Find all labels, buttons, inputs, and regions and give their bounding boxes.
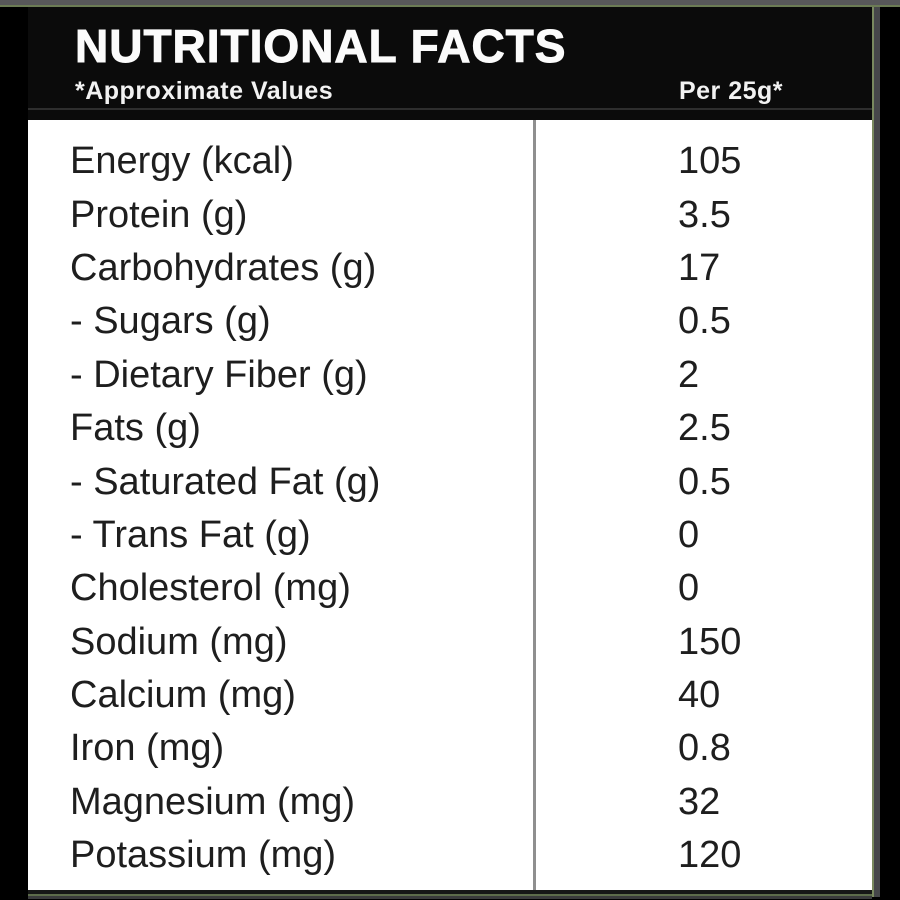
table-row: - Saturated Fat (g) 0.5 — [28, 455, 872, 508]
row-label: Energy (kcal) — [70, 140, 294, 183]
table-row: Protein (g) 3.5 — [28, 188, 872, 241]
label-subheader: *Approximate Values Per 25g* — [75, 76, 783, 106]
row-label: - Saturated Fat (g) — [70, 460, 381, 503]
row-label: Potassium (mg) — [70, 834, 337, 877]
top-edge-strip — [0, 0, 900, 7]
row-label: Sodium (mg) — [70, 620, 288, 663]
label-title: NUTRITIONAL FACTS — [75, 20, 567, 73]
header-divider-line — [28, 108, 872, 110]
row-value: 0 — [678, 513, 700, 556]
row-value: 0 — [678, 567, 700, 610]
table-row: - Trans Fat (g) 0 — [28, 509, 872, 562]
row-label: Calcium (mg) — [70, 674, 296, 717]
row-label: Protein (g) — [70, 193, 248, 236]
row-value: 0.5 — [678, 460, 731, 503]
row-label: - Trans Fat (g) — [70, 513, 311, 556]
row-value: 3.5 — [678, 193, 731, 236]
row-value: 105 — [678, 140, 742, 183]
table-row: Carbohydrates (g) 17 — [28, 242, 872, 295]
row-label: Iron (mg) — [70, 727, 225, 770]
row-value: 150 — [678, 620, 742, 663]
bottom-rule — [28, 890, 872, 900]
table-row: Iron (mg) 0.8 — [28, 722, 872, 775]
row-label: Cholesterol (mg) — [70, 567, 351, 610]
table-row: - Sugars (g) 0.5 — [28, 295, 872, 348]
label-sheet: NUTRITIONAL FACTS *Approximate Values Pe… — [28, 7, 874, 900]
table-row: Potassium (mg) 120 — [28, 829, 872, 882]
label-header: NUTRITIONAL FACTS *Approximate Values Pe… — [28, 7, 872, 120]
column-divider — [533, 120, 536, 890]
row-label: Carbohydrates (g) — [70, 246, 377, 289]
row-label: - Dietary Fiber (g) — [70, 353, 368, 396]
table-row: Magnesium (mg) 32 — [28, 776, 872, 829]
row-label: - Sugars (g) — [70, 300, 271, 343]
right-edge-strip — [874, 7, 880, 897]
table-row: Calcium (mg) 40 — [28, 669, 872, 722]
table-row: Cholesterol (mg) 0 — [28, 562, 872, 615]
row-value: 120 — [678, 834, 742, 877]
table-row: Energy (kcal) 105 — [28, 135, 872, 188]
approximate-values-note: *Approximate Values — [75, 77, 334, 105]
row-value: 32 — [678, 780, 721, 823]
row-value: 0.5 — [678, 300, 731, 343]
row-value: 0.8 — [678, 727, 731, 770]
table-row: Fats (g) 2.5 — [28, 402, 872, 455]
row-value: 17 — [678, 246, 721, 289]
row-value: 40 — [678, 674, 721, 717]
row-value: 2 — [678, 353, 700, 396]
row-label: Magnesium (mg) — [70, 780, 356, 823]
serving-size-note: Per 25g* — [678, 77, 783, 105]
row-label: Fats (g) — [70, 407, 201, 450]
table-row: Sodium (mg) 150 — [28, 616, 872, 669]
row-value: 2.5 — [678, 407, 731, 450]
facts-table: Energy (kcal) 105 Protein (g) 3.5 Carboh… — [28, 120, 872, 890]
table-row: - Dietary Fiber (g) 2 — [28, 349, 872, 402]
